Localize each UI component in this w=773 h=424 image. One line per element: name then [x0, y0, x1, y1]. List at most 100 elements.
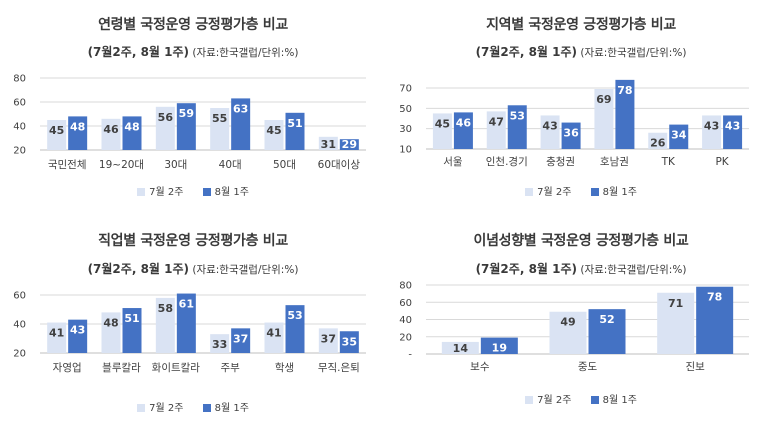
bar-series2 — [669, 124, 689, 149]
legend-label-series1: 7월 2주 — [537, 187, 572, 198]
y-tick-label: 80 — [399, 281, 412, 292]
chart-subtitle: (7월2주, 8월 1주) (자료:한국갤럽/단위:%) — [389, 43, 773, 60]
x-tick-label: 무직.은퇴 — [318, 362, 360, 374]
data-label: 41 — [49, 327, 64, 340]
data-label: 37 — [321, 332, 336, 345]
data-label: 14 — [453, 342, 469, 355]
legend-item-series1: 7월 2주 — [137, 187, 183, 198]
x-tick-label: 호남권 — [600, 156, 629, 168]
subtitle-period: (7월2주, 8월 1주) — [475, 262, 578, 276]
y-tick-label: 70 — [399, 84, 412, 95]
bar-series2 — [122, 116, 142, 150]
y-tick-label: 20 — [13, 349, 26, 360]
legend-item-series2: 8월 1주 — [202, 187, 249, 198]
data-label: 51 — [124, 312, 139, 325]
x-tick-label: 40대 — [219, 159, 242, 171]
bar-series2 — [68, 116, 88, 150]
legend-label-series1: 7월 2주 — [149, 187, 184, 198]
legend-swatch-series1 — [137, 188, 146, 196]
x-tick-label: 인천.경기 — [486, 155, 528, 168]
x-tick-label: PK — [715, 156, 729, 168]
data-label: 69 — [596, 93, 611, 106]
bar-series1 — [318, 136, 338, 150]
data-label: 35 — [342, 335, 357, 348]
bar-series2 — [122, 308, 142, 353]
bar-series2 — [176, 293, 196, 353]
bar-series1 — [441, 341, 479, 354]
legend-item-series1: 7월 2주 — [525, 187, 571, 198]
bar-series1 — [101, 118, 121, 150]
x-tick-label: 보수 — [470, 361, 490, 373]
y-tick-label: 60 — [13, 291, 26, 302]
data-label: 45 — [435, 117, 450, 130]
data-label: 34 — [671, 129, 687, 142]
legend-label-series2: 8월 1주 — [214, 403, 249, 414]
chart-panel-age: 연령별 국정운영 긍정평가층 비교 (7월2주, 8월 1주) (자료:한국갤럽… — [0, 0, 386, 212]
data-label: 55 — [212, 112, 227, 125]
data-label: 59 — [179, 107, 194, 120]
bar-series2 — [339, 331, 359, 353]
bar-series2 — [696, 286, 734, 354]
legend-item-series2: 8월 1주 — [202, 403, 249, 414]
data-label: 53 — [510, 109, 525, 122]
y-tick-label: - — [408, 350, 412, 361]
bar-series2 — [507, 105, 527, 149]
legend-swatch-series2 — [202, 404, 211, 412]
legend-item-series1: 7월 2주 — [137, 403, 183, 414]
chart-legend: 7월 2주 8월 1주 — [389, 391, 773, 406]
bar-series1 — [155, 106, 175, 150]
data-label: 19 — [492, 342, 507, 355]
chart-panel-occupation: 직업별 국정운영 긍정평가층 비교 (7월2주, 8월 1주) (자료:한국갤럽… — [0, 218, 386, 424]
legend-item-series2: 8월 1주 — [590, 187, 637, 198]
data-label: 61 — [179, 298, 194, 311]
bar-series2 — [176, 103, 196, 150]
chart-title: 이념성향별 국정운영 긍정평가층 비교 — [473, 233, 689, 249]
data-label: 45 — [49, 124, 64, 137]
legend-swatch-series2 — [202, 188, 211, 196]
legend-swatch-series2 — [590, 188, 599, 196]
y-tick-label: 60 — [13, 98, 26, 109]
bar-series2 — [68, 319, 88, 353]
subtitle-source: (자료:한국갤럽/단위:%) — [189, 264, 299, 276]
x-tick-label: 자영업 — [53, 361, 82, 374]
data-label: 36 — [563, 127, 579, 140]
legend-label-series2: 8월 1주 — [602, 187, 637, 198]
data-label: 48 — [103, 316, 118, 329]
chart-legend: 7월 2주 8월 1주 — [0, 183, 386, 198]
subtitle-period: (7월2주, 8월 1주) — [475, 45, 578, 59]
data-label: 78 — [617, 84, 632, 97]
subtitle-source: (자료:한국갤럽/단위:%) — [189, 47, 299, 59]
chart-panel-ideology: 이념성향별 국정운영 긍정평가층 비교 (7월2주, 8월 1주) (자료:한국… — [389, 218, 773, 424]
y-tick-label: 40 — [13, 320, 26, 331]
subtitle-source: (자료:한국갤럽/단위:%) — [577, 47, 687, 59]
data-label: 49 — [560, 316, 575, 329]
bar-series2 — [339, 139, 359, 150]
legend-item-series2: 8월 1주 — [590, 395, 637, 406]
bar-chart: 10 30 50 70 45 46 서울 47 53 인천.경기 43 36 충청권 69 78 호남권 26 3… — [399, 79, 749, 168]
data-label: 52 — [599, 313, 614, 326]
data-label: 56 — [158, 111, 174, 124]
bar-series1 — [594, 89, 614, 149]
bar-series2 — [231, 98, 251, 150]
y-tick-label: 10 — [399, 145, 412, 156]
y-tick-label: 40 — [13, 122, 26, 133]
bar-series1 — [648, 132, 668, 149]
y-tick-label: 80 — [13, 74, 26, 85]
x-tick-label: 블루칼라 — [102, 361, 141, 374]
subtitle-source: (자료:한국갤럽/단위:%) — [577, 264, 687, 276]
bar-series2 — [285, 305, 305, 353]
x-tick-label: 19~20대 — [99, 159, 144, 171]
subtitle-period: (7월2주, 8월 1주) — [87, 45, 190, 59]
y-tick-label: 50 — [399, 104, 412, 115]
data-label: 43 — [725, 119, 740, 132]
legend-item-series1: 7월 2주 — [525, 395, 571, 406]
bar-chart: 20 40 60 80 45 48 국민전체 46 48 19~20대 56 59 30대 55 63 40대… — [13, 74, 366, 171]
bar-series1 — [101, 312, 121, 353]
chart-title: 지역별 국정운영 긍정평가층 비교 — [486, 17, 676, 33]
bar-series1 — [210, 334, 230, 353]
bar-series1 — [47, 322, 67, 353]
data-label: 45 — [266, 124, 281, 137]
data-label: 31 — [321, 138, 336, 151]
bar-series2 — [588, 309, 626, 354]
data-label: 46 — [456, 116, 472, 129]
